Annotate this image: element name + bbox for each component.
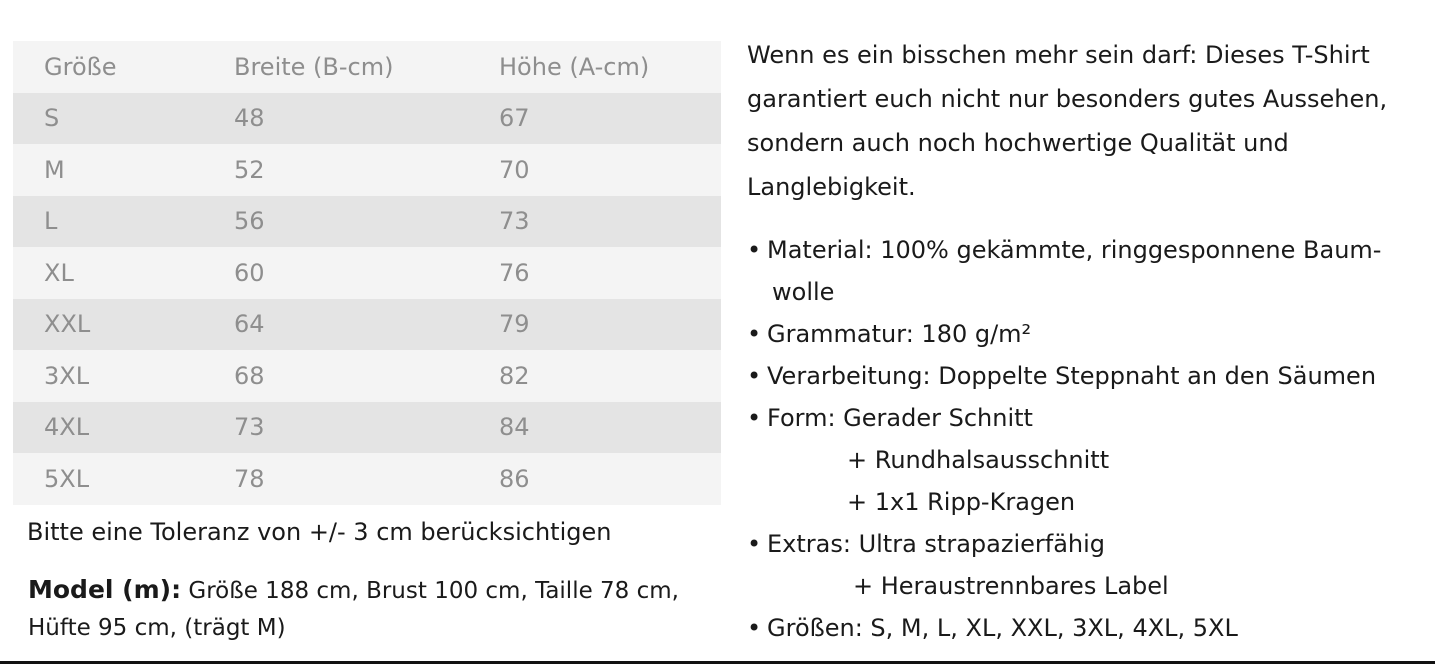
list-item-groessen: • Größen: S, M, L, XL, XXL, 3XL, 4XL, 5X… [747,607,1427,649]
header-breite: Breite (B-cm) [234,52,394,81]
size-cell: S [44,104,60,133]
list-item-extras-sub1: + Heraustrennbares Label [747,565,1427,607]
tolerance-note: Bitte eine Toleranz von +/- 3 cm berücks… [27,518,612,546]
width-cell: 52 [234,155,265,184]
size-cell: L [44,207,58,236]
list-item-extras: • Extras: Ultra strapazierfähig [747,523,1427,565]
model-label: Model (m): [28,575,182,604]
header-hoehe: Höhe (A-cm) [499,52,650,81]
form-sub1-text: + Rundhalsausschnitt [847,446,1110,474]
product-description: Wenn es ein bisschen mehr sein darf: Die… [747,41,1388,201]
form-text: Form: Gerader Schnitt [767,404,1033,432]
size-cell: 3XL [44,361,90,390]
size-cell: 5XL [44,464,90,493]
size-cell: XXL [44,310,91,339]
height-cell: 84 [499,413,530,442]
bullet-icon: • [747,404,762,432]
height-cell: 70 [499,155,530,184]
material-text: Material: 100% gekämmte, ringgesponnene … [767,236,1382,264]
verarbeitung-text: Verarbeitung: Doppelte Steppnaht an den … [767,362,1377,390]
extras-sub1-text: + Heraustrennbares Label [853,572,1169,600]
list-item-form-sub2: + 1x1 Ripp-Kragen [747,481,1427,523]
table-row: M 52 70 [13,144,721,196]
table-row: L 56 73 [13,195,721,247]
bottom-divider [0,661,1435,664]
height-cell: 76 [499,258,530,287]
height-cell: 79 [499,310,530,339]
width-cell: 68 [234,361,265,390]
list-item-form-sub1: + Rundhalsausschnitt [747,439,1427,481]
table-row: XL 60 76 [13,247,721,299]
table-row: 3XL 68 82 [13,350,721,402]
bullet-icon: • [747,614,762,642]
groessen-text: Größen: S, M, L, XL, XXL, 3XL, 4XL, 5XL [767,614,1238,642]
width-cell: 48 [234,104,265,133]
bullet-icon: • [747,530,762,558]
size-cell: M [44,155,65,184]
bullet-icon: • [747,362,762,390]
form-sub2-text: + 1x1 Ripp-Kragen [847,488,1076,516]
extras-text: Extras: Ultra strapazierfähig [767,530,1106,558]
table-row: 4XL 73 84 [13,401,721,453]
grammatur-text: Grammatur: 180 g/m² [767,320,1032,348]
list-item-material-cont: wolle [747,271,1427,313]
model-details-line1: Größe 188 cm, Brust 100 cm, Taille 78 cm… [181,578,679,604]
table-row: XXL 64 79 [13,298,721,350]
size-cell: XL [44,258,74,287]
table-row: S 48 67 [13,92,721,144]
header-groesse: Größe [44,52,117,81]
bullet-icon: • [747,320,762,348]
width-cell: 73 [234,413,265,442]
list-item-grammatur: • Grammatur: 180 g/m² [747,313,1427,355]
feature-list: • Material: 100% gekämmte, ringgesponnen… [747,229,1427,649]
size-table: Größe Breite (B-cm) Höhe (A-cm) S 48 67 … [13,41,721,505]
model-info: Model (m): Größe 188 cm, Brust 100 cm, T… [28,571,728,647]
list-item-verarbeitung: • Verarbeitung: Doppelte Steppnaht an de… [747,355,1427,397]
width-cell: 64 [234,310,265,339]
model-details-line2: Hüfte 95 cm, (trägt M) [28,615,286,641]
list-item-material: • Material: 100% gekämmte, ringgesponnen… [747,229,1427,271]
height-cell: 86 [499,464,530,493]
height-cell: 82 [499,361,530,390]
size-cell: 4XL [44,413,90,442]
bullet-icon: • [747,236,762,264]
table-row: 5XL 78 86 [13,453,721,505]
table-header-row: Größe Breite (B-cm) Höhe (A-cm) [13,41,721,93]
height-cell: 67 [499,104,530,133]
width-cell: 78 [234,464,265,493]
material-cont-text: wolle [772,278,835,306]
height-cell: 73 [499,207,530,236]
width-cell: 56 [234,207,265,236]
list-item-form: • Form: Gerader Schnitt [747,397,1427,439]
width-cell: 60 [234,258,265,287]
